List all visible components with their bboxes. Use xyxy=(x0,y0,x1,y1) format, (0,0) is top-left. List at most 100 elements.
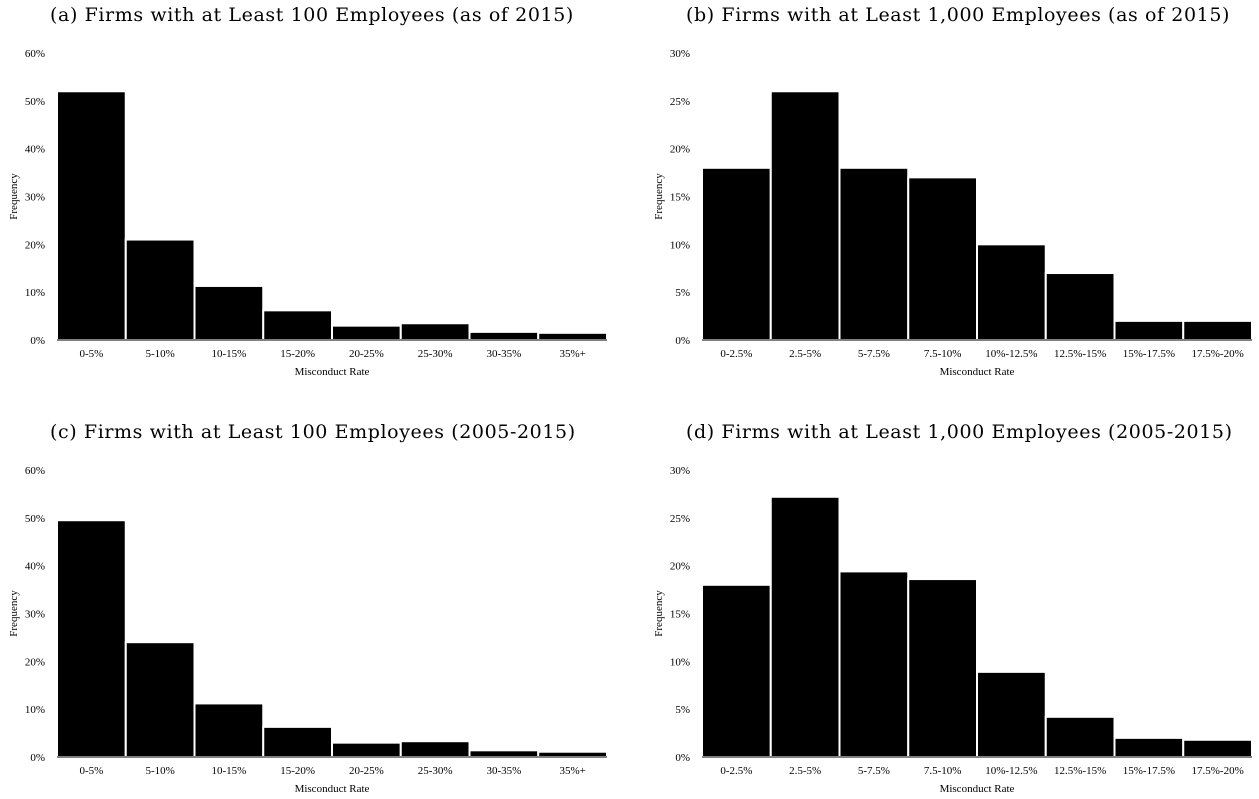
y-axis-label: Frequency xyxy=(8,590,20,637)
y-tick-label: 5% xyxy=(675,704,690,716)
x-tick-label: 15-20% xyxy=(280,765,315,777)
y-tick-label: 10% xyxy=(670,656,690,668)
x-tick-label: 7.5-10% xyxy=(924,348,962,360)
bar-20-25- xyxy=(331,741,402,759)
chart-a: 0% 10% 20% 30% 40% 50% 60% 0-5% 5-10% 10-15% 15-20… xyxy=(8,48,608,378)
bar-10-15- xyxy=(193,702,265,759)
bar-0-2-5- xyxy=(701,583,772,758)
bar-10-15- xyxy=(193,284,265,341)
bar-15-17-5- xyxy=(1113,319,1185,342)
bar-17-5-20- xyxy=(1182,319,1253,342)
x-tick-label: 10%-12.5% xyxy=(985,765,1037,777)
bar-2-5-5- xyxy=(769,495,841,758)
y-axis-label: Frequency xyxy=(653,173,665,220)
y-tick-label: 30% xyxy=(25,192,45,204)
x-tick-label: 10-15% xyxy=(211,765,246,777)
y-tick-label: 25% xyxy=(670,513,690,525)
bar-5-10- xyxy=(124,238,196,341)
bar-35- xyxy=(537,331,608,342)
y-axis-label: Frequency xyxy=(8,173,20,220)
bar-0-5- xyxy=(56,90,127,342)
x-tick-label: 15%-17.5% xyxy=(1123,765,1175,777)
y-tick-label: 40% xyxy=(25,561,45,573)
x-tick-label: 15-20% xyxy=(280,348,315,360)
x-axis-label: Misconduct Rate xyxy=(940,783,1015,795)
x-tick-label: 5-7.5% xyxy=(858,348,890,360)
chart-a-title: (a) Firms with at Least 100 Employees (a… xyxy=(50,4,574,26)
x-tick-label: 12.5%-15% xyxy=(1054,765,1106,777)
x-tick-label: 0-2.5% xyxy=(720,765,752,777)
y-tick-label: 0% xyxy=(675,335,690,347)
y-tick-label: 50% xyxy=(25,513,45,525)
bar-30-35- xyxy=(468,749,540,759)
bar-10-12-5- xyxy=(976,670,1047,759)
y-tick-label: 10% xyxy=(25,287,45,299)
y-tick-label: 40% xyxy=(25,144,45,156)
chart-c-title: (c) Firms with at Least 100 Employees (2… xyxy=(50,421,576,443)
y-tick-label: 30% xyxy=(670,48,690,60)
x-tick-label: 25-30% xyxy=(418,348,453,360)
bar-0-5- xyxy=(56,519,127,758)
y-axis-label: Frequency xyxy=(653,590,665,637)
chart-b: 0% 5% 10% 15% 20% 25% 30% 0-2.5% 2.5-5% 5-7.5% 7.5… xyxy=(653,48,1253,378)
x-tick-label: 35%+ xyxy=(559,765,585,777)
y-tick-label: 20% xyxy=(25,656,45,668)
chart-d: 0% 5% 10% 15% 20% 25% 30% 0-2.5% 2.5-5% 5-7.5% 7.5… xyxy=(653,465,1253,795)
y-tick-label: 20% xyxy=(670,144,690,156)
y-tick-label: 25% xyxy=(670,96,690,108)
x-tick-label: 12.5%-15% xyxy=(1054,348,1106,360)
bar-5-7-5- xyxy=(838,166,910,341)
y-tick-label: 5% xyxy=(675,287,690,299)
x-tick-label: 17.5%-20% xyxy=(1192,348,1244,360)
x-tick-label: 2.5-5% xyxy=(789,765,821,777)
bar-10-12-5- xyxy=(976,243,1047,341)
bar-17-5-20- xyxy=(1182,738,1253,759)
x-tick-label: 0-2.5% xyxy=(720,348,752,360)
x-tick-label: 35%+ xyxy=(559,348,585,360)
bar-30-35- xyxy=(468,330,540,342)
y-tick-label: 60% xyxy=(25,465,45,477)
y-tick-label: 60% xyxy=(25,48,45,60)
x-tick-label: 2.5-5% xyxy=(789,348,821,360)
y-tick-label: 30% xyxy=(670,465,690,477)
bar-20-25- xyxy=(331,324,402,341)
bar-12-5-15- xyxy=(1044,272,1116,341)
chart-b-title: (b) Firms with at Least 1,000 Employees … xyxy=(686,4,1231,26)
x-tick-label: 25-30% xyxy=(418,765,453,777)
chart-d-title: (d) Firms with at Least 1,000 Employees … xyxy=(686,421,1233,443)
bar-5-7-5- xyxy=(838,570,910,759)
bar-7-5-10- xyxy=(907,176,978,341)
y-tick-label: 0% xyxy=(30,752,45,764)
x-tick-label: 7.5-10% xyxy=(924,765,962,777)
x-tick-label: 20-25% xyxy=(349,765,384,777)
y-tick-label: 0% xyxy=(30,335,45,347)
x-tick-label: 0-5% xyxy=(79,348,103,360)
x-tick-label: 10%-12.5% xyxy=(985,348,1037,360)
chart-c: 0% 10% 20% 30% 40% 50% 60% 0-5% 5-10% 10-15% 15-20… xyxy=(8,465,608,795)
x-tick-label: 10-15% xyxy=(211,348,246,360)
x-axis-label: Misconduct Rate xyxy=(940,366,1015,378)
bar-15-20- xyxy=(262,309,333,341)
x-axis-label: Misconduct Rate xyxy=(295,366,370,378)
y-tick-label: 20% xyxy=(25,239,45,251)
x-tick-label: 17.5%-20% xyxy=(1192,765,1244,777)
y-tick-label: 30% xyxy=(25,609,45,621)
y-tick-label: 15% xyxy=(670,609,690,621)
y-tick-label: 10% xyxy=(25,704,45,716)
x-axis-label: Misconduct Rate xyxy=(295,783,370,795)
x-tick-label: 5-10% xyxy=(145,348,174,360)
y-tick-label: 50% xyxy=(25,96,45,108)
x-tick-label: 0-5% xyxy=(79,765,103,777)
x-tick-label: 5-10% xyxy=(145,765,174,777)
x-tick-label: 15%-17.5% xyxy=(1123,348,1175,360)
bar-5-10- xyxy=(124,641,196,759)
y-tick-label: 10% xyxy=(670,239,690,251)
bar-7-5-10- xyxy=(907,578,978,758)
bar-25-30- xyxy=(399,740,471,759)
bar-15-20- xyxy=(262,725,333,758)
x-tick-label: 20-25% xyxy=(349,348,384,360)
y-tick-label: 15% xyxy=(670,192,690,204)
x-tick-label: 30-35% xyxy=(486,348,521,360)
x-tick-label: 30-35% xyxy=(486,765,521,777)
